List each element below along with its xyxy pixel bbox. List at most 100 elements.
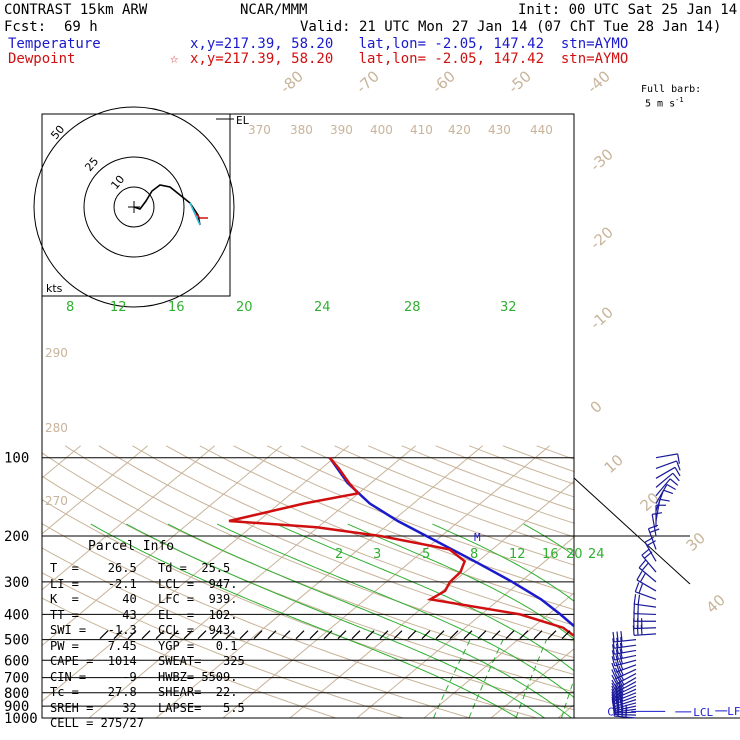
dry-adiabat-line xyxy=(42,522,539,718)
mixing-ratio-line xyxy=(468,639,504,718)
hatch-mark xyxy=(323,630,333,640)
isotherm-label: -60 xyxy=(429,67,459,97)
mixing-ratio-label: 12 xyxy=(509,547,526,562)
dry-adiabat-line xyxy=(64,445,574,659)
theta-label: 270 xyxy=(45,494,68,508)
moist-adiabat-line xyxy=(432,523,574,602)
hatch-mark xyxy=(239,630,249,640)
isobar-lines xyxy=(41,113,740,719)
wind-barb-flag xyxy=(611,691,617,702)
wind-barb-staff xyxy=(615,664,637,673)
wind-barb xyxy=(655,478,679,497)
hodograph-trace xyxy=(133,184,201,226)
moist-adiabat-label: 24 xyxy=(314,300,331,315)
m-label: M xyxy=(474,531,481,544)
moist-adiabat-line xyxy=(276,523,574,672)
parcel-info-right: SWEAT= 325 xyxy=(158,654,245,668)
hatch-mark xyxy=(435,630,445,640)
temperature-legend-label: Temperature xyxy=(8,36,101,52)
wind-barb-flag xyxy=(676,460,681,471)
theta-label: 410 xyxy=(410,123,433,137)
parcel-info-right: SHEAR= 22. xyxy=(158,685,238,699)
moist-adiabat-line xyxy=(90,523,519,718)
parcel-info-left: K = 40 xyxy=(50,592,137,606)
isotherm-label: 40 xyxy=(703,591,729,617)
dry-adiabat-line xyxy=(401,445,574,511)
mixing-ratio-line xyxy=(657,640,677,718)
wind-barb xyxy=(612,631,637,643)
parcel-info-row: CAPE = 1014 SWEAT= 325 xyxy=(50,654,245,670)
wind-barb xyxy=(644,536,657,562)
hatch-mark xyxy=(309,630,319,640)
wind-barb-staff xyxy=(633,613,657,616)
dry-adiabat-line xyxy=(266,445,574,566)
wind-barb-flag xyxy=(614,677,621,687)
wind-barb-flag xyxy=(616,631,619,642)
wind-barb-flag xyxy=(612,644,615,655)
hodograph-ring xyxy=(83,156,185,258)
moist-adiabat-label: 16 xyxy=(168,300,185,315)
wind-barb-flag xyxy=(659,498,670,502)
isotherm-label: -10 xyxy=(587,303,617,333)
hodograph-upper-segment xyxy=(189,202,201,226)
parcel-info-row: CIN = -9 HWBZ= 5509. xyxy=(50,670,245,686)
temperature-profile xyxy=(328,456,574,628)
hodograph-ring xyxy=(33,106,235,308)
wind-barb xyxy=(638,559,657,583)
temperature-legend-info: x,y=217.39, 58.20 lat,lon= -2.05, 147.42… xyxy=(190,36,629,52)
wind-barb-flag xyxy=(638,559,647,569)
theta-label: 440 xyxy=(530,123,553,137)
wind-barb-flag xyxy=(615,661,620,672)
wind-barb-staff xyxy=(616,681,637,693)
wind-barb xyxy=(632,624,657,636)
hatch-mark xyxy=(337,630,347,640)
hatch-mark xyxy=(225,630,235,640)
wind-barb-flag xyxy=(634,582,640,593)
hatch-mark xyxy=(183,630,193,640)
dewpoint-star-icon: ☆ xyxy=(170,51,179,67)
wind-barb-flag xyxy=(611,694,616,704)
isotherm-line xyxy=(42,445,148,535)
fcst-value: 69 h xyxy=(64,19,98,35)
dry-adiabat-line xyxy=(98,445,574,642)
wind-barb-staff xyxy=(655,478,671,497)
wind-barb xyxy=(655,453,680,464)
parcel-info-left: T = 26.5 xyxy=(50,561,137,575)
pressure-tick-label: 300 xyxy=(4,575,29,591)
wind-barb-flag xyxy=(616,637,619,648)
parcel-info-right: LAPSE= 5.5 xyxy=(158,700,245,715)
mixing-ratio-label: 20 xyxy=(566,547,583,562)
hatch-mark xyxy=(421,630,431,640)
hatch-mark xyxy=(505,630,515,640)
isotherm-label: -80 xyxy=(277,67,307,97)
wind-barb-staff xyxy=(655,460,677,470)
dewpoint-profile xyxy=(228,456,574,638)
wind-barb-flag xyxy=(672,472,680,482)
parcel-info-left: CELL = 275/27 xyxy=(50,716,144,730)
moist-adiabat-label: 8 xyxy=(66,300,74,315)
parcel-info-row: TT = 43 EL = 102. xyxy=(50,608,245,624)
pressure-tick-label: 100 xyxy=(4,451,29,467)
barb-units: 5 m s-1 xyxy=(645,96,684,110)
hatch-mark xyxy=(267,630,277,640)
wind-barb-flag xyxy=(618,682,624,692)
hatch-mark xyxy=(393,630,403,640)
hatch-mark xyxy=(519,630,529,640)
parcel-info-left: SREH = 32 xyxy=(50,700,137,715)
wind-barb xyxy=(611,675,637,690)
wind-barb-staff xyxy=(613,713,637,716)
lcl-label: LCL xyxy=(693,706,713,719)
mixing-ratio-label: 3 xyxy=(373,547,381,562)
wind-barb-staff xyxy=(633,627,657,630)
wind-barb-flag xyxy=(618,660,624,670)
moist-adiabat-label: 12 xyxy=(110,300,127,315)
wind-barb-staff xyxy=(614,649,637,655)
wind-barb-staff xyxy=(614,705,637,712)
hodograph-storm-motion xyxy=(195,213,208,219)
wind-barb-flag xyxy=(611,674,618,685)
wind-barb-flag xyxy=(633,594,637,605)
parcel-info-right: HWBZ= 5509. xyxy=(158,669,238,684)
parcel-info-row: T = 26.5 Td = 25.5 xyxy=(50,561,245,577)
wind-barb-staff xyxy=(641,554,657,573)
